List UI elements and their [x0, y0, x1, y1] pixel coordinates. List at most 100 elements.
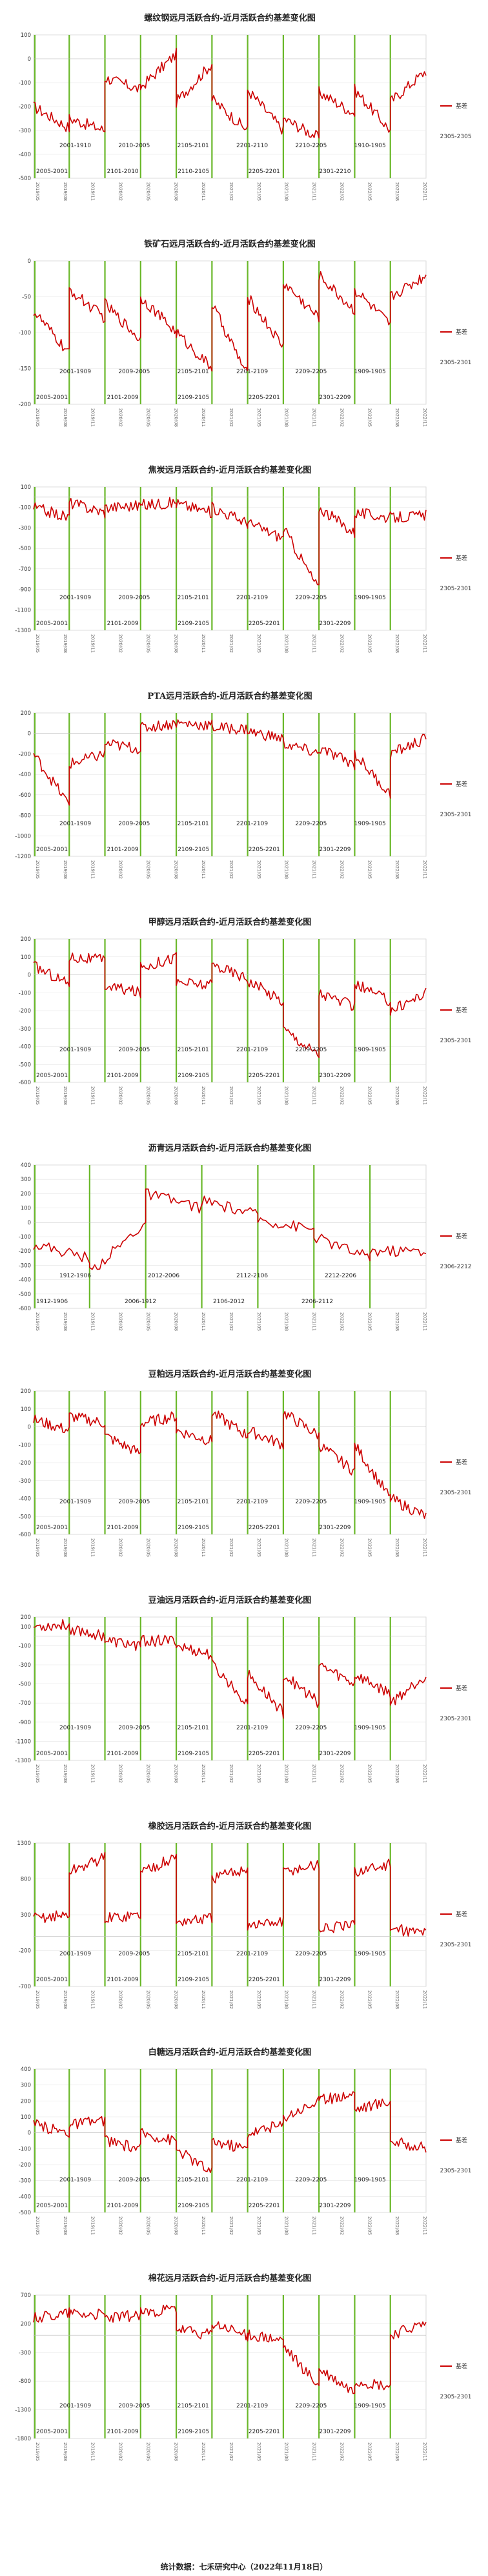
chart-title: 豆粕远月活跃合约-近月活跃合约基差变化图 — [148, 1369, 311, 1379]
phase-label: 2005-2001 — [36, 1751, 68, 1757]
x-tick-label: 2019/05 — [35, 1086, 40, 1105]
x-tick-label: 2020/11 — [201, 1086, 206, 1105]
phase-label: 2101-2009 — [107, 1525, 139, 1531]
phase-label: 2301-2209 — [319, 1977, 351, 1983]
x-tick-label: 2021/02 — [229, 1764, 234, 1783]
x-tick-label: 2020/02 — [118, 1538, 123, 1557]
phase-label: 2106-2012 — [213, 1299, 245, 1305]
x-tick-label: 2021/02 — [229, 1990, 234, 2009]
phase-label: 1909-1905 — [354, 2403, 386, 2409]
x-tick-label: 2019/05 — [35, 1764, 40, 1783]
y-tick-label: -400 — [19, 1496, 31, 1503]
phase-label: 1909-1905 — [354, 595, 386, 601]
y-tick-label: -1000 — [15, 833, 31, 840]
phase-label: 2301-2209 — [319, 621, 351, 627]
x-tick-label: 2022/02 — [339, 1764, 344, 1783]
x-tick-label: 2020/11 — [201, 1312, 206, 1331]
phase-label: 2009-2005 — [118, 1951, 150, 1957]
basis-series-line — [33, 497, 427, 586]
phase-label: 2201-2109 — [236, 1047, 268, 1053]
x-tick-label: 2022/08 — [394, 634, 400, 653]
phase-label: 2105-2101 — [178, 1499, 209, 1505]
phase-label: 2101-2009 — [107, 1977, 139, 1983]
x-tick-label: 2021/11 — [312, 1086, 317, 1105]
y-tick-label: -100 — [19, 330, 31, 336]
phase-label: 2110-2105 — [178, 169, 209, 175]
phase-label: 1909-1905 — [354, 369, 386, 375]
phase-label: 2109-2105 — [178, 1073, 209, 1079]
y-tick-label: -100 — [19, 80, 31, 87]
phase-label: 2101-2009 — [107, 1751, 139, 1757]
phase-label: 2201-2109 — [236, 2177, 268, 2183]
x-tick-label: 2021/02 — [229, 860, 234, 879]
x-tick-label: 2020/08 — [173, 1990, 178, 2009]
x-tick-label: 2020/02 — [118, 634, 123, 653]
y-tick-label: -1200 — [15, 854, 31, 860]
x-tick-label: 2020/08 — [173, 408, 178, 427]
y-tick-label: 200 — [21, 1388, 31, 1395]
x-tick-label: 2020/02 — [118, 1086, 123, 1105]
current-contract-label: 2305-2301 — [440, 2168, 471, 2174]
x-tick-label: 2020/05 — [145, 1538, 150, 1557]
x-tick-label: 2022/11 — [422, 1538, 427, 1557]
y-tick-label: 200 — [21, 1191, 31, 1197]
basis-series-line — [33, 952, 427, 1058]
y-tick-label: 800 — [21, 1877, 31, 1883]
phase-label: 2109-2105 — [178, 847, 209, 853]
x-tick-label: 2019/08 — [63, 860, 68, 879]
x-tick-label: 2021/11 — [312, 1538, 317, 1557]
y-tick-label: 0 — [28, 56, 31, 63]
x-tick-label: 2019/05 — [35, 1990, 40, 2009]
y-tick-label: -100 — [19, 1442, 31, 1448]
plot-area — [33, 1616, 427, 1761]
phase-label: 2105-2101 — [178, 2403, 209, 2409]
x-tick-label: 2019/11 — [90, 2442, 96, 2461]
chart-title: 焦炭远月活跃合约-近月活跃合约基差变化图 — [148, 465, 311, 475]
x-tick-label: 2022/11 — [422, 1312, 427, 1331]
x-tick-label: 2022/02 — [339, 634, 344, 653]
x-tick-label: 2020/08 — [173, 1312, 178, 1331]
plot-area — [33, 712, 427, 857]
phase-label: 2205-2201 — [249, 2203, 280, 2209]
phase-label: 2005-2001 — [36, 2203, 68, 2209]
basis-series-line — [33, 2091, 427, 2173]
x-tick-label: 2019/05 — [35, 2216, 40, 2235]
phase-label: 2210-2205 — [295, 143, 327, 149]
phase-label: 2105-2101 — [178, 1725, 209, 1731]
x-tick-label: 2021/05 — [256, 408, 261, 427]
x-tick-label: 2020/08 — [173, 182, 178, 201]
phase-label: 2201-2109 — [236, 1499, 268, 1505]
x-tick-label: 2020/02 — [118, 1990, 123, 2009]
chart-panel: 甲醇远月活跃合约-近月活跃合约基差变化图 200 100 0 -100 -200 -300 -… — [0, 909, 488, 1135]
chart-title: 橡胶远月活跃合约-近月活跃合约基差变化图 — [148, 1821, 311, 1831]
phase-label: 2005-2001 — [36, 847, 68, 853]
y-tick-label: 1300 — [17, 1840, 31, 1847]
y-tick-label: -600 — [19, 1306, 31, 1312]
phase-label: 2301-2209 — [319, 1073, 351, 1079]
y-tick-label: -400 — [19, 1044, 31, 1051]
x-tick-label: 2020/11 — [201, 1764, 206, 1783]
legend-label: 基差 — [456, 328, 467, 336]
x-tick-label: 2020/02 — [118, 1312, 123, 1331]
phase-label: 2001-1909 — [59, 821, 91, 827]
plot-area — [33, 2068, 427, 2213]
y-tick-label: 100 — [21, 32, 31, 39]
chart-panel: 焦炭远月活跃合约-近月活跃合约基差变化图 100 -100 -300 -500 -700 -… — [0, 457, 488, 683]
phase-label: 2101-2009 — [107, 2203, 139, 2209]
basis-series-line — [33, 271, 427, 372]
phase-label: 2101-2010 — [107, 169, 139, 175]
phase-label: 2109-2105 — [178, 2203, 209, 2209]
y-tick-label: 100 — [21, 484, 31, 491]
phase-label: 2201-2109 — [236, 821, 268, 827]
phase-label: 2009-2005 — [118, 821, 150, 827]
phase-label: 2001-1910 — [59, 143, 91, 149]
legend-label: 基差 — [456, 2362, 467, 2370]
x-tick-label: 2022/11 — [422, 2216, 427, 2235]
x-tick-label: 2021/05 — [256, 2216, 261, 2235]
x-tick-label: 2020/08 — [173, 1086, 178, 1105]
x-tick-label: 2021/02 — [229, 1538, 234, 1557]
x-tick-label: 2020/11 — [201, 860, 206, 879]
basis-chart: 焦炭远月活跃合约-近月活跃合约基差变化图 100 -100 -300 -500 -700 -… — [15, 465, 471, 653]
basis-chart: 沥青远月活跃合约-近月活跃合约基差变化图 400 300 200 100 0 -100 -20… — [19, 1143, 472, 1331]
phase-label: 2205-2201 — [249, 621, 280, 627]
